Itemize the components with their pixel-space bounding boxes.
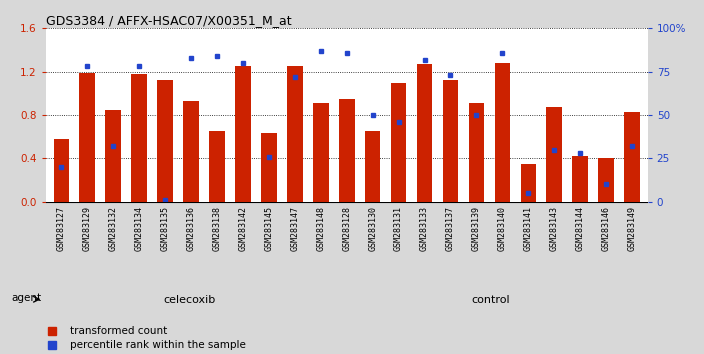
Bar <box>495 63 510 202</box>
Text: control: control <box>472 295 510 305</box>
Bar <box>546 108 562 202</box>
Text: GSM283130: GSM283130 <box>368 206 377 251</box>
Bar <box>132 74 147 202</box>
Text: GSM283133: GSM283133 <box>420 206 429 251</box>
Text: transformed count: transformed count <box>70 326 167 336</box>
Text: GSM283137: GSM283137 <box>446 206 455 251</box>
Bar <box>572 156 588 202</box>
Text: GSM283144: GSM283144 <box>576 206 585 251</box>
Text: GSM283146: GSM283146 <box>602 206 610 251</box>
Text: GSM283132: GSM283132 <box>108 206 118 251</box>
Bar <box>624 112 640 202</box>
Text: GSM283136: GSM283136 <box>187 206 196 251</box>
Text: GSM283147: GSM283147 <box>290 206 299 251</box>
Text: GSM283140: GSM283140 <box>498 206 507 251</box>
Bar <box>209 131 225 202</box>
Text: percentile rank within the sample: percentile rank within the sample <box>70 340 246 350</box>
Text: celecoxib: celecoxib <box>163 295 216 305</box>
Text: GSM283141: GSM283141 <box>524 206 533 251</box>
Text: GSM283131: GSM283131 <box>394 206 403 251</box>
Bar <box>391 82 406 202</box>
Text: GSM283127: GSM283127 <box>57 206 66 251</box>
Bar <box>157 80 173 202</box>
Bar <box>235 66 251 202</box>
Bar <box>287 66 303 202</box>
Bar <box>54 139 69 202</box>
Bar <box>365 131 380 202</box>
Bar <box>106 110 121 202</box>
Text: GSM283139: GSM283139 <box>472 206 481 251</box>
Bar <box>598 159 614 202</box>
Text: GSM283134: GSM283134 <box>134 206 144 251</box>
Bar <box>339 99 355 202</box>
Text: GSM283128: GSM283128 <box>342 206 351 251</box>
Bar <box>313 103 329 202</box>
Bar <box>443 80 458 202</box>
Text: GSM283129: GSM283129 <box>83 206 92 251</box>
Bar <box>469 103 484 202</box>
Bar <box>417 64 432 202</box>
Bar <box>80 73 95 202</box>
Bar <box>261 133 277 202</box>
Text: GSM283149: GSM283149 <box>627 206 636 251</box>
Text: GSM283142: GSM283142 <box>239 206 247 251</box>
Text: GSM283138: GSM283138 <box>213 206 222 251</box>
Text: GSM283145: GSM283145 <box>265 206 273 251</box>
Bar <box>520 164 536 202</box>
Text: GSM283143: GSM283143 <box>550 206 559 251</box>
Text: GSM283135: GSM283135 <box>161 206 170 251</box>
Text: agent: agent <box>11 293 42 303</box>
Text: GDS3384 / AFFX-HSAC07/X00351_M_at: GDS3384 / AFFX-HSAC07/X00351_M_at <box>46 14 291 27</box>
Text: GSM283148: GSM283148 <box>316 206 325 251</box>
Bar <box>183 101 199 202</box>
